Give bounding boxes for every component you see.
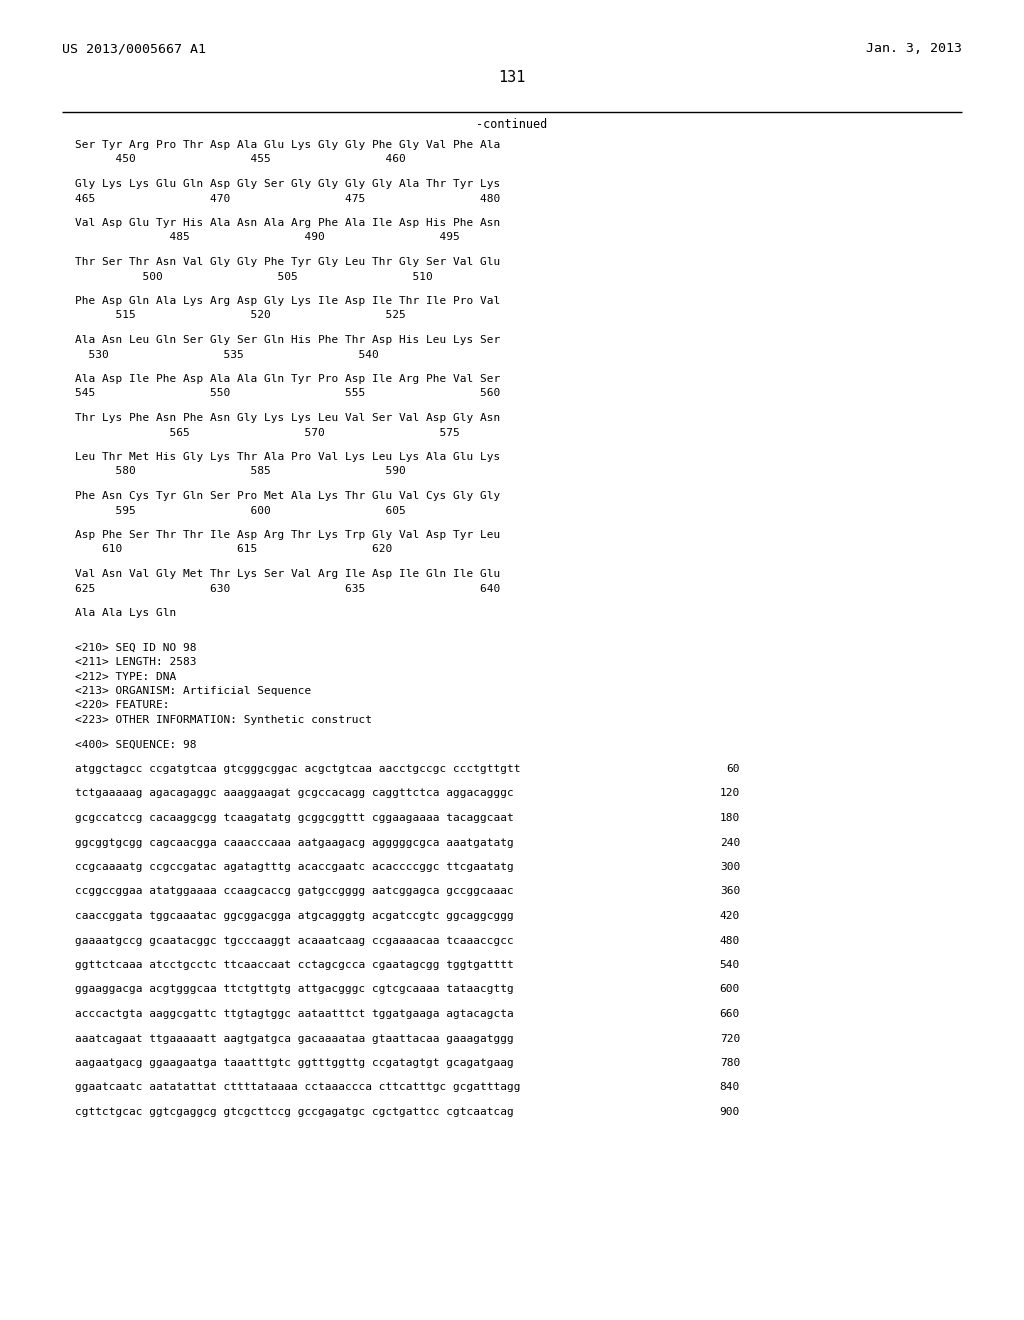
Text: 595                 600                 605: 595 600 605 (75, 506, 406, 516)
Text: Phe Asn Cys Tyr Gln Ser Pro Met Ala Lys Thr Glu Val Cys Gly Gly: Phe Asn Cys Tyr Gln Ser Pro Met Ala Lys … (75, 491, 501, 502)
Text: 660: 660 (720, 1008, 740, 1019)
Text: 60: 60 (726, 764, 740, 774)
Text: 545                 550                 555                 560: 545 550 555 560 (75, 388, 501, 399)
Text: cgttctgcac ggtcgaggcg gtcgcttccg gccgagatgc cgctgattcc cgtcaatcag: cgttctgcac ggtcgaggcg gtcgcttccg gccgaga… (75, 1107, 514, 1117)
Text: Jan. 3, 2013: Jan. 3, 2013 (866, 42, 962, 55)
Text: <210> SEQ ID NO 98: <210> SEQ ID NO 98 (75, 643, 197, 652)
Text: <223> OTHER INFORMATION: Synthetic construct: <223> OTHER INFORMATION: Synthetic const… (75, 715, 372, 725)
Text: ggaatcaatc aatatattat cttttataaaa cctaaaccca cttcatttgc gcgatttagg: ggaatcaatc aatatattat cttttataaaa cctaaa… (75, 1082, 520, 1093)
Text: Phe Asp Gln Ala Lys Arg Asp Gly Lys Ile Asp Ile Thr Ile Pro Val: Phe Asp Gln Ala Lys Arg Asp Gly Lys Ile … (75, 296, 501, 306)
Text: 780: 780 (720, 1059, 740, 1068)
Text: 900: 900 (720, 1107, 740, 1117)
Text: 540: 540 (720, 960, 740, 970)
Text: <213> ORGANISM: Artificial Sequence: <213> ORGANISM: Artificial Sequence (75, 686, 311, 696)
Text: 530                 535                 540: 530 535 540 (75, 350, 379, 359)
Text: 180: 180 (720, 813, 740, 822)
Text: gcgccatccg cacaaggcgg tcaagatatg gcggcggttt cggaagaaaa tacaggcaat: gcgccatccg cacaaggcgg tcaagatatg gcggcgg… (75, 813, 514, 822)
Text: 300: 300 (720, 862, 740, 873)
Text: gaaaatgccg gcaatacggc tgcccaaggt acaaatcaag ccgaaaacaa tcaaaccgcc: gaaaatgccg gcaatacggc tgcccaaggt acaaatc… (75, 936, 514, 945)
Text: acccactgta aaggcgattc ttgtagtggc aataatttct tggatgaaga agtacagcta: acccactgta aaggcgattc ttgtagtggc aataatt… (75, 1008, 514, 1019)
Text: 500                 505                 510: 500 505 510 (75, 272, 433, 281)
Text: 240: 240 (720, 837, 740, 847)
Text: Val Asn Val Gly Met Thr Lys Ser Val Arg Ile Asp Ile Gln Ile Glu: Val Asn Val Gly Met Thr Lys Ser Val Arg … (75, 569, 501, 579)
Text: Gly Lys Lys Glu Gln Asp Gly Ser Gly Gly Gly Gly Ala Thr Tyr Lys: Gly Lys Lys Glu Gln Asp Gly Ser Gly Gly … (75, 180, 501, 189)
Text: ggttctcaaa atcctgcctc ttcaaccaat cctagcgcca cgaatagcgg tggtgatttt: ggttctcaaa atcctgcctc ttcaaccaat cctagcg… (75, 960, 514, 970)
Text: 580                 585                 590: 580 585 590 (75, 466, 406, 477)
Text: 450                 455                 460: 450 455 460 (75, 154, 406, 165)
Text: caaccggata tggcaaatac ggcggacgga atgcagggtg acgatccgtc ggcaggcggg: caaccggata tggcaaatac ggcggacgga atgcagg… (75, 911, 514, 921)
Text: Thr Ser Thr Asn Val Gly Gly Phe Tyr Gly Leu Thr Gly Ser Val Glu: Thr Ser Thr Asn Val Gly Gly Phe Tyr Gly … (75, 257, 501, 267)
Text: 420: 420 (720, 911, 740, 921)
Text: 610                 615                 620: 610 615 620 (75, 544, 392, 554)
Text: 600: 600 (720, 985, 740, 994)
Text: 515                 520                 525: 515 520 525 (75, 310, 406, 321)
Text: tctgaaaaag agacagaggc aaaggaagat gcgccacagg caggttctca aggacagggc: tctgaaaaag agacagaggc aaaggaagat gcgccac… (75, 788, 514, 799)
Text: ggaaggacga acgtgggcaa ttctgttgtg attgacgggc cgtcgcaaaa tataacgttg: ggaaggacga acgtgggcaa ttctgttgtg attgacg… (75, 985, 514, 994)
Text: Thr Lys Phe Asn Phe Asn Gly Lys Lys Leu Val Ser Val Asp Gly Asn: Thr Lys Phe Asn Phe Asn Gly Lys Lys Leu … (75, 413, 501, 422)
Text: 625                 630                 635                 640: 625 630 635 640 (75, 583, 501, 594)
Text: 840: 840 (720, 1082, 740, 1093)
Text: <212> TYPE: DNA: <212> TYPE: DNA (75, 672, 176, 681)
Text: Ser Tyr Arg Pro Thr Asp Ala Glu Lys Gly Gly Phe Gly Val Phe Ala: Ser Tyr Arg Pro Thr Asp Ala Glu Lys Gly … (75, 140, 501, 150)
Text: 131: 131 (499, 70, 525, 84)
Text: ggcggtgcgg cagcaacgga caaacccaaa aatgaagacg agggggcgca aaatgatatg: ggcggtgcgg cagcaacgga caaacccaaa aatgaag… (75, 837, 514, 847)
Text: 485                 490                 495: 485 490 495 (75, 232, 460, 243)
Text: Ala Asn Leu Gln Ser Gly Ser Gln His Phe Thr Asp His Leu Lys Ser: Ala Asn Leu Gln Ser Gly Ser Gln His Phe … (75, 335, 501, 345)
Text: Ala Ala Lys Gln: Ala Ala Lys Gln (75, 609, 176, 618)
Text: aaatcagaat ttgaaaaatt aagtgatgca gacaaaataa gtaattacaa gaaagatggg: aaatcagaat ttgaaaaatt aagtgatgca gacaaaa… (75, 1034, 514, 1044)
Text: 360: 360 (720, 887, 740, 896)
Text: <400> SEQUENCE: 98: <400> SEQUENCE: 98 (75, 739, 197, 750)
Text: Asp Phe Ser Thr Thr Ile Asp Arg Thr Lys Trp Gly Val Asp Tyr Leu: Asp Phe Ser Thr Thr Ile Asp Arg Thr Lys … (75, 531, 501, 540)
Text: 465                 470                 475                 480: 465 470 475 480 (75, 194, 501, 203)
Text: Ala Asp Ile Phe Asp Ala Ala Gln Tyr Pro Asp Ile Arg Phe Val Ser: Ala Asp Ile Phe Asp Ala Ala Gln Tyr Pro … (75, 374, 501, 384)
Text: US 2013/0005667 A1: US 2013/0005667 A1 (62, 42, 206, 55)
Text: 120: 120 (720, 788, 740, 799)
Text: aagaatgacg ggaagaatga taaatttgtc ggtttggttg ccgatagtgt gcagatgaag: aagaatgacg ggaagaatga taaatttgtc ggtttgg… (75, 1059, 514, 1068)
Text: atggctagcc ccgatgtcaa gtcgggcggac acgctgtcaa aacctgccgc ccctgttgtt: atggctagcc ccgatgtcaa gtcgggcggac acgctg… (75, 764, 520, 774)
Text: ccgcaaaatg ccgccgatac agatagtttg acaccgaatc acaccccggc ttcgaatatg: ccgcaaaatg ccgccgatac agatagtttg acaccga… (75, 862, 514, 873)
Text: <211> LENGTH: 2583: <211> LENGTH: 2583 (75, 657, 197, 667)
Text: Val Asp Glu Tyr His Ala Asn Ala Arg Phe Ala Ile Asp His Phe Asn: Val Asp Glu Tyr His Ala Asn Ala Arg Phe … (75, 218, 501, 228)
Text: 480: 480 (720, 936, 740, 945)
Text: ccggccggaa atatggaaaa ccaagcaccg gatgccgggg aatcggagca gccggcaaac: ccggccggaa atatggaaaa ccaagcaccg gatgccg… (75, 887, 514, 896)
Text: 565                 570                 575: 565 570 575 (75, 428, 460, 437)
Text: -continued: -continued (476, 117, 548, 131)
Text: 720: 720 (720, 1034, 740, 1044)
Text: <220> FEATURE:: <220> FEATURE: (75, 701, 170, 710)
Text: Leu Thr Met His Gly Lys Thr Ala Pro Val Lys Leu Lys Ala Glu Lys: Leu Thr Met His Gly Lys Thr Ala Pro Val … (75, 451, 501, 462)
